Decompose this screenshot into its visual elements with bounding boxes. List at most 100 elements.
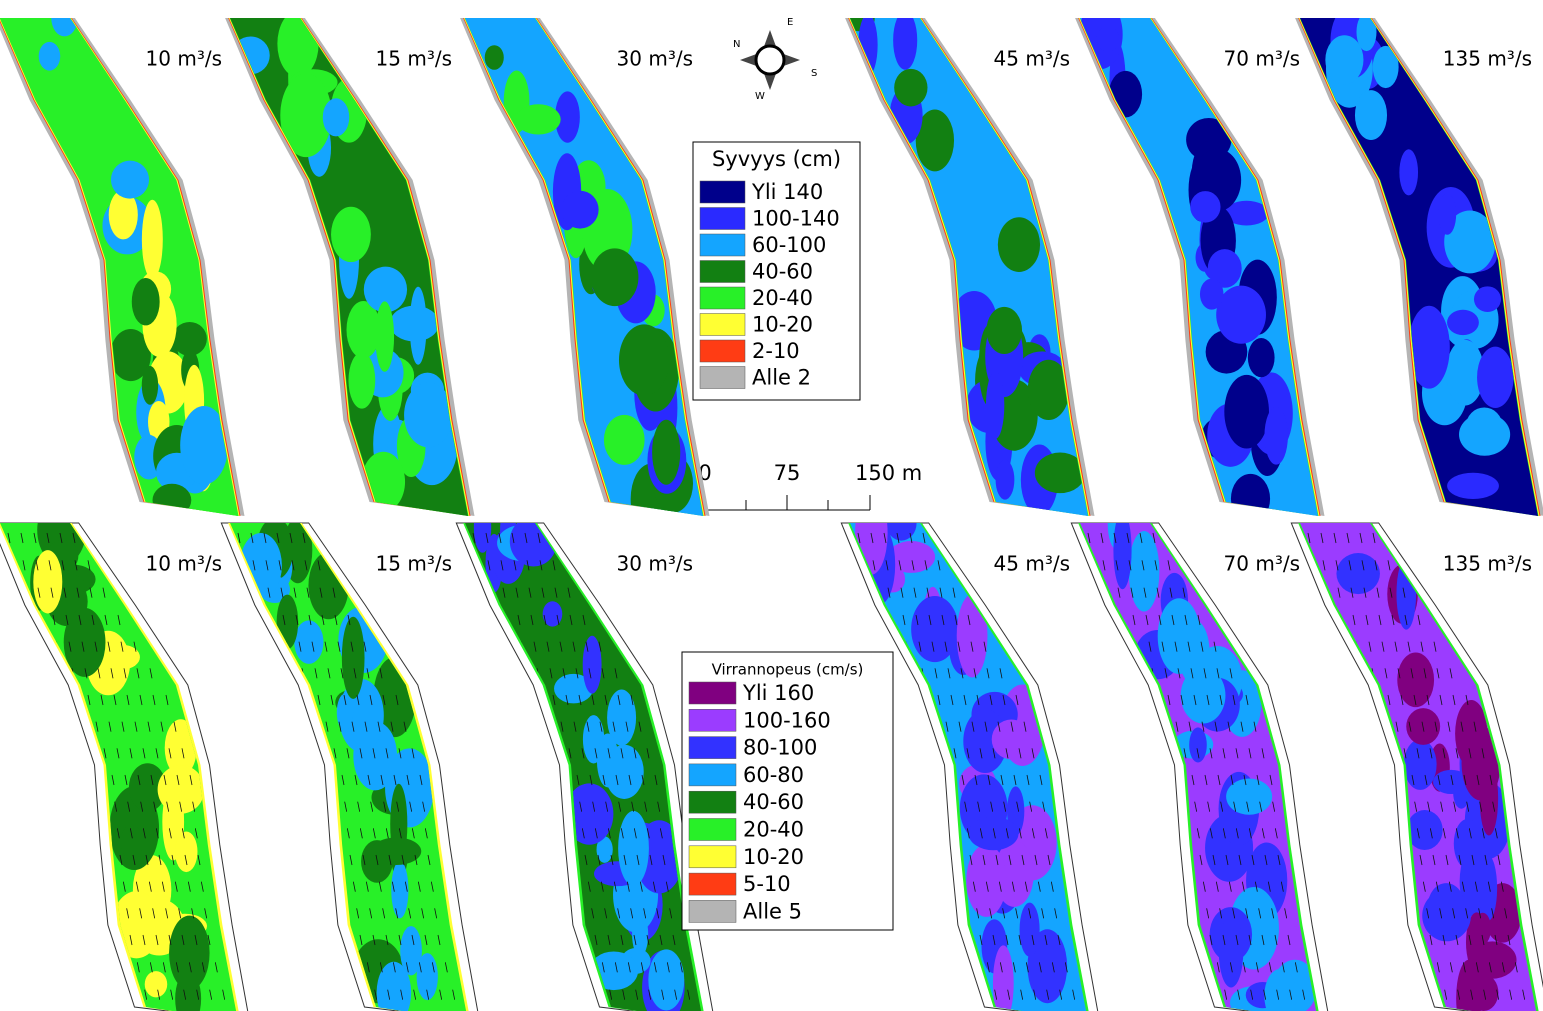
river-panel bbox=[0, 0, 244, 516]
legend-swatch bbox=[700, 367, 745, 389]
panel-label: 10 m³/s bbox=[146, 552, 222, 576]
blob bbox=[1200, 279, 1224, 310]
blob bbox=[342, 617, 365, 699]
legend-label: Yli 160 bbox=[742, 681, 814, 705]
blob bbox=[1020, 903, 1040, 957]
legend-swatch bbox=[700, 340, 745, 362]
panel-label: 70 m³/s bbox=[1224, 47, 1300, 71]
blob bbox=[966, 844, 1006, 917]
legend-swatch bbox=[700, 234, 745, 256]
blob bbox=[1224, 375, 1269, 449]
legend-swatch bbox=[689, 900, 736, 922]
panel-label: 70 m³/s bbox=[1224, 552, 1300, 576]
blob bbox=[561, 191, 598, 229]
blob bbox=[294, 620, 323, 664]
blob bbox=[894, 69, 927, 107]
legend-swatch bbox=[700, 287, 745, 309]
river-panel bbox=[460, 18, 709, 534]
blob bbox=[404, 383, 453, 448]
blob bbox=[1479, 855, 1498, 921]
blob bbox=[893, 11, 917, 70]
compass-letter: E bbox=[787, 17, 793, 28]
blob bbox=[618, 811, 649, 886]
panel-label: 10 m³/s bbox=[146, 47, 222, 71]
river-panel bbox=[1291, 523, 1543, 1011]
blob bbox=[996, 460, 1015, 500]
blob bbox=[390, 306, 439, 342]
legend-label: 20-40 bbox=[743, 818, 804, 842]
blob bbox=[1096, 26, 1119, 51]
blob bbox=[604, 415, 645, 465]
blob bbox=[1477, 347, 1514, 408]
blob bbox=[1447, 310, 1479, 335]
blob bbox=[64, 608, 106, 677]
blob bbox=[1447, 473, 1499, 499]
legend: Syvyys (cm)Yli 140100-14060-10040-6020-4… bbox=[693, 142, 860, 400]
legend-label: 40-60 bbox=[752, 260, 813, 284]
scale-label: 150 m bbox=[855, 461, 922, 485]
river-panel bbox=[221, 517, 479, 1011]
legend-label: 100-140 bbox=[752, 207, 840, 231]
blob bbox=[1336, 553, 1379, 594]
panel-label: 15 m³/s bbox=[376, 552, 452, 576]
blob bbox=[1397, 653, 1434, 708]
legend-label: 60-100 bbox=[752, 233, 826, 257]
blob bbox=[145, 971, 168, 997]
blob bbox=[121, 825, 143, 860]
blob bbox=[1459, 413, 1510, 455]
scale-bar: 0 75 150 m bbox=[698, 461, 922, 510]
blob bbox=[1355, 90, 1387, 140]
legend-swatch bbox=[700, 261, 745, 283]
blob bbox=[172, 322, 207, 356]
blob bbox=[1404, 739, 1437, 790]
blob bbox=[348, 352, 375, 409]
blob bbox=[1438, 194, 1456, 235]
river-panel bbox=[456, 502, 714, 1011]
blob bbox=[371, 837, 421, 865]
blob bbox=[323, 98, 349, 136]
compass-letter: W bbox=[755, 91, 765, 102]
panel-label: 15 m³/s bbox=[376, 47, 452, 71]
blob bbox=[583, 636, 602, 694]
blob bbox=[1129, 531, 1160, 611]
blob bbox=[1216, 286, 1266, 344]
blob bbox=[132, 278, 160, 325]
compass: N E S W bbox=[733, 17, 817, 102]
blob bbox=[1264, 407, 1287, 465]
legend-swatch bbox=[700, 314, 745, 336]
blob bbox=[277, 10, 318, 77]
legend-swatch bbox=[689, 709, 736, 731]
figure: N E S W 0 75 150 m 10 m³/s 15 m³/s 30 m³/s… bbox=[0, 0, 1543, 1011]
blob bbox=[331, 207, 371, 262]
blob bbox=[1422, 890, 1471, 941]
legend-label: 100-160 bbox=[743, 708, 831, 732]
legend-label: 40-60 bbox=[743, 790, 804, 814]
legend-swatch bbox=[689, 791, 736, 813]
legend-label: 60-80 bbox=[743, 763, 804, 787]
legend-swatch bbox=[689, 737, 736, 759]
legend-label: 10-20 bbox=[752, 313, 813, 337]
blob bbox=[648, 949, 684, 1010]
blob bbox=[968, 817, 1018, 851]
blob bbox=[605, 745, 644, 799]
blob bbox=[142, 366, 158, 405]
blob bbox=[591, 248, 638, 306]
blob bbox=[1219, 915, 1243, 987]
legend-swatch bbox=[689, 764, 736, 786]
legend-label: Yli 140 bbox=[751, 180, 823, 204]
panel-label: 45 m³/s bbox=[994, 552, 1070, 576]
river-panel bbox=[844, 6, 1094, 516]
scale-label: 75 bbox=[774, 461, 801, 485]
blob bbox=[33, 550, 62, 613]
legend-swatch bbox=[700, 208, 745, 230]
river-panel bbox=[1295, 4, 1543, 516]
legend-label: 20-40 bbox=[752, 286, 813, 310]
river-panel bbox=[1075, 0, 1324, 524]
blob bbox=[619, 324, 669, 395]
blob bbox=[111, 161, 149, 199]
blob bbox=[1474, 286, 1501, 312]
blob bbox=[169, 916, 210, 990]
blob bbox=[153, 484, 192, 517]
compass-letter: S bbox=[811, 68, 817, 79]
panel-label: 30 m³/s bbox=[617, 552, 693, 576]
